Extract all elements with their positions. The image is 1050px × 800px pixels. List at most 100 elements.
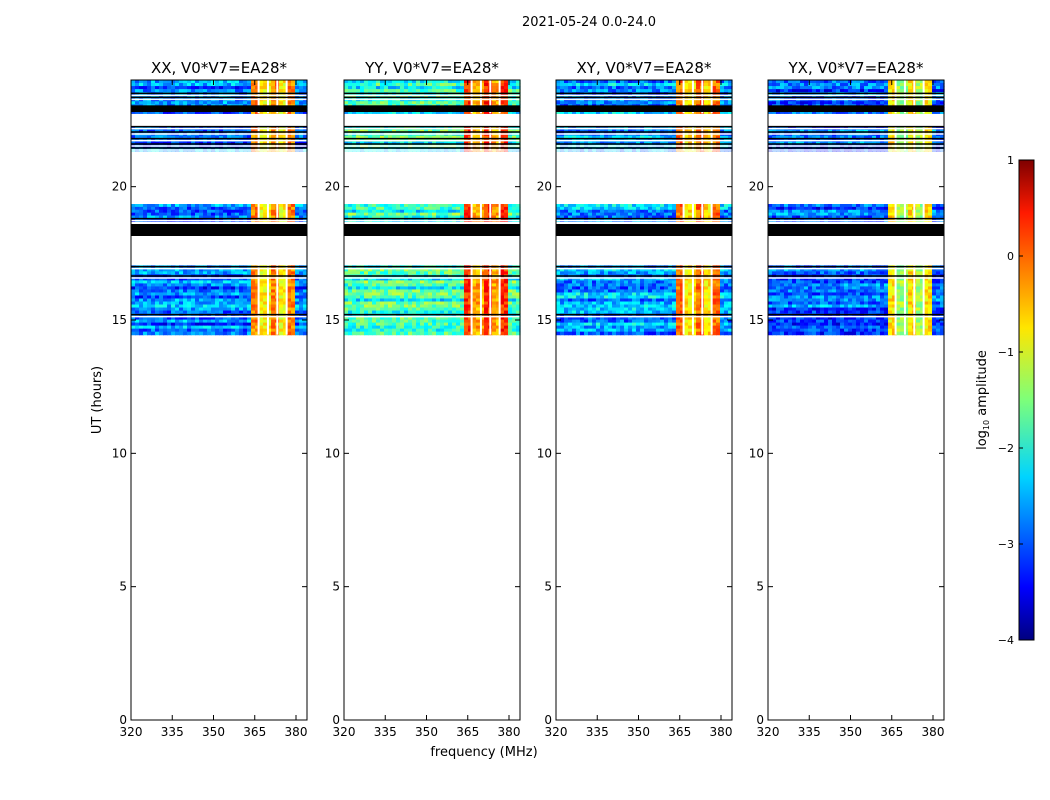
heatmap-cell bbox=[283, 319, 288, 324]
heatmap-cell bbox=[436, 280, 441, 285]
heatmap-cell bbox=[211, 295, 216, 300]
heatmap-cell bbox=[384, 310, 389, 315]
heatmap-cell bbox=[472, 304, 477, 309]
heatmap-cell bbox=[299, 304, 304, 309]
heatmap-cell bbox=[492, 286, 497, 291]
heatmap-cell bbox=[259, 289, 264, 294]
heatmap-cell bbox=[352, 301, 357, 306]
heatmap-cell bbox=[712, 286, 717, 291]
x-tick-label: 365 bbox=[456, 725, 479, 739]
heatmap-cell bbox=[251, 295, 256, 300]
heatmap-cell bbox=[512, 295, 517, 300]
heatmap-cell bbox=[287, 307, 292, 312]
heatmap-cell bbox=[219, 204, 224, 208]
heatmap-cell bbox=[135, 86, 140, 90]
heatmap-cell bbox=[223, 298, 228, 303]
heatmap-cell bbox=[211, 89, 216, 93]
heatmap-cell bbox=[267, 316, 272, 321]
heatmap-cell bbox=[151, 80, 156, 84]
heatmap-cell bbox=[167, 325, 172, 330]
heatmap-cell bbox=[492, 304, 497, 309]
heatmap-cell bbox=[560, 292, 565, 297]
heatmap-cell bbox=[283, 271, 288, 275]
heatmap-cell bbox=[227, 310, 232, 315]
heatmap-cell bbox=[167, 319, 172, 324]
heatmap-cell bbox=[508, 101, 513, 105]
heatmap-cell bbox=[484, 331, 489, 336]
heatmap-cell bbox=[348, 298, 353, 303]
heatmap-cell bbox=[432, 301, 437, 306]
heatmap-cell bbox=[211, 204, 216, 208]
heatmap-cell bbox=[167, 304, 172, 309]
heatmap-cell bbox=[211, 316, 216, 321]
heatmap-cell bbox=[384, 80, 389, 84]
heatmap-cell bbox=[255, 292, 260, 297]
heatmap-cell bbox=[376, 310, 381, 315]
heatmap-cell bbox=[344, 316, 349, 321]
heatmap-cell bbox=[143, 298, 148, 303]
heatmap-cell bbox=[592, 271, 597, 275]
heatmap-cell bbox=[444, 322, 449, 327]
heatmap-cell bbox=[352, 325, 357, 330]
heatmap-cell bbox=[159, 135, 164, 140]
heatmap-cell bbox=[440, 289, 445, 294]
heatmap-cell bbox=[364, 304, 369, 309]
heatmap-cell bbox=[251, 204, 256, 208]
heatmap-cell bbox=[143, 209, 148, 214]
heatmap-cell bbox=[476, 307, 481, 312]
heatmap-cell bbox=[460, 206, 465, 211]
heatmap-cell bbox=[247, 289, 252, 294]
heatmap-cell bbox=[456, 268, 461, 272]
heatmap-cell bbox=[303, 331, 308, 336]
heatmap-cell bbox=[372, 83, 377, 87]
heatmap-cell bbox=[195, 135, 200, 140]
heatmap-cell bbox=[271, 86, 276, 90]
heatmap-cell bbox=[452, 110, 457, 114]
heatmap-cell bbox=[151, 204, 156, 208]
heatmap-cell bbox=[171, 204, 176, 208]
heatmap-cell bbox=[472, 298, 477, 303]
heatmap-cell bbox=[440, 319, 445, 324]
heatmap-cell bbox=[508, 301, 513, 306]
heatmap-cell bbox=[199, 209, 204, 214]
heatmap-cell bbox=[131, 289, 136, 294]
heatmap-cell bbox=[215, 304, 220, 309]
heatmap-cell bbox=[448, 307, 453, 312]
heatmap-cell bbox=[291, 271, 296, 275]
heatmap-cell bbox=[408, 289, 413, 294]
heatmap-cell bbox=[720, 292, 725, 297]
heatmap-cell bbox=[263, 301, 268, 306]
heatmap-cell bbox=[720, 280, 725, 285]
heatmap-cell bbox=[464, 110, 469, 114]
heatmap-cell bbox=[584, 268, 589, 272]
heatmap-cell bbox=[668, 268, 673, 272]
heatmap-cell bbox=[400, 331, 405, 336]
heatmap-cell bbox=[452, 325, 457, 330]
heatmap-cell bbox=[199, 325, 204, 330]
heatmap-cell bbox=[364, 283, 369, 288]
heatmap-cell bbox=[139, 206, 144, 211]
heatmap-cell bbox=[492, 280, 497, 285]
heatmap-cell bbox=[728, 295, 733, 300]
heatmap-cell bbox=[428, 289, 433, 294]
heatmap-cell bbox=[239, 206, 244, 211]
heatmap-cell bbox=[251, 289, 256, 294]
heatmap-cell bbox=[163, 319, 168, 324]
heatmap-cell bbox=[452, 307, 457, 312]
heatmap-cell bbox=[235, 289, 240, 294]
heatmap-cell bbox=[299, 280, 304, 285]
heatmap-cell bbox=[716, 295, 721, 300]
heatmap-cell bbox=[576, 307, 581, 312]
heatmap-cell bbox=[592, 298, 597, 303]
heatmap-cell bbox=[155, 215, 160, 220]
x-tick-label: 335 bbox=[374, 725, 397, 739]
heatmap-cell bbox=[400, 295, 405, 300]
heatmap-cell bbox=[231, 89, 236, 93]
heatmap-cell bbox=[440, 101, 445, 105]
heatmap-cell bbox=[396, 322, 401, 327]
heatmap-cell bbox=[139, 212, 144, 217]
heatmap-cell bbox=[476, 316, 481, 321]
heatmap-cell bbox=[175, 110, 180, 114]
heatmap-cell bbox=[680, 301, 685, 306]
heatmap-cell bbox=[704, 283, 709, 288]
